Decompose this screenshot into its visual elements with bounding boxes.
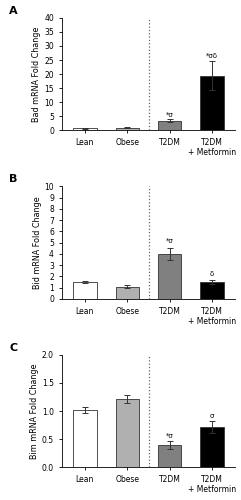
Bar — [201, 76, 224, 130]
Text: *σ: *σ — [166, 112, 174, 118]
Text: δ: δ — [210, 271, 214, 277]
Text: *σ: *σ — [166, 238, 174, 244]
Bar — [158, 445, 181, 468]
Bar — [116, 128, 139, 130]
Y-axis label: Bim mRNA Fold Change: Bim mRNA Fold Change — [30, 364, 39, 459]
Bar — [116, 399, 139, 468]
Text: *σδ: *σδ — [206, 54, 218, 60]
Bar — [73, 282, 97, 299]
Bar — [201, 427, 224, 468]
Bar — [73, 128, 97, 130]
Text: B: B — [9, 174, 18, 184]
Bar — [158, 120, 181, 130]
Bar — [116, 286, 139, 299]
Y-axis label: Bid mRNA Fold Change: Bid mRNA Fold Change — [33, 196, 41, 289]
Y-axis label: Bad mRNA Fold Change: Bad mRNA Fold Change — [33, 26, 41, 122]
Bar — [73, 410, 97, 468]
Bar — [201, 282, 224, 299]
Text: A: A — [9, 6, 18, 16]
Text: σ: σ — [210, 413, 214, 419]
Bar — [158, 254, 181, 299]
Text: C: C — [9, 342, 18, 352]
Text: *σ: *σ — [166, 434, 174, 440]
